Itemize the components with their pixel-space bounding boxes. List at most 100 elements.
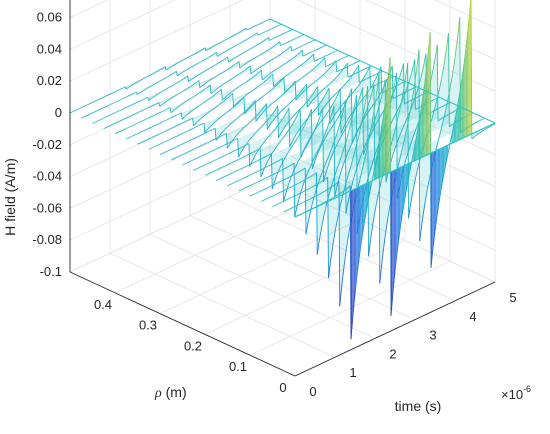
surface-edge xyxy=(158,102,161,107)
surface-edge xyxy=(330,66,332,68)
surface-edge xyxy=(358,97,360,101)
surface-edge xyxy=(331,126,333,129)
surface-edge xyxy=(443,61,445,67)
surface-edge xyxy=(263,39,265,42)
surface-edge xyxy=(363,113,366,116)
surface-edge xyxy=(346,204,349,210)
grid-line xyxy=(249,260,451,356)
surface-edge xyxy=(311,162,313,165)
surface-edge xyxy=(262,141,265,144)
surface-edge xyxy=(404,162,406,166)
surface-edge xyxy=(330,114,332,118)
surface-edge xyxy=(344,143,346,147)
surface-edge xyxy=(448,33,450,127)
surface-edge xyxy=(176,107,178,109)
surface-edge xyxy=(363,118,365,120)
surface-edge xyxy=(311,166,314,170)
surface-edge xyxy=(233,137,235,140)
surface-edge xyxy=(329,186,332,189)
surface-edge xyxy=(342,103,344,105)
surface-edge xyxy=(226,133,228,149)
surface-edge xyxy=(230,122,233,124)
surface-edge xyxy=(325,177,327,180)
surface-edge xyxy=(260,83,262,85)
surface-edge xyxy=(262,168,265,171)
surface-edge xyxy=(439,83,441,88)
surface-edge xyxy=(258,71,261,73)
surface-edge xyxy=(346,81,348,83)
surface-edge xyxy=(400,98,403,103)
surface-edge xyxy=(215,106,217,108)
surface-edge xyxy=(325,113,327,116)
surface-edge xyxy=(202,116,204,118)
surface-edge xyxy=(362,78,364,81)
surface-edge xyxy=(315,124,318,127)
surface-edge xyxy=(126,87,128,89)
surface-edge xyxy=(272,58,274,60)
surface-edge xyxy=(339,113,341,116)
surface-edge xyxy=(251,77,253,79)
surface-edge xyxy=(295,81,298,83)
surface-edge xyxy=(402,89,405,94)
surface-edge xyxy=(395,124,397,128)
surface-edge xyxy=(349,165,352,169)
surface-edge xyxy=(309,85,311,87)
surface-edge xyxy=(375,150,377,154)
surface-edge xyxy=(175,107,177,110)
surface-edge xyxy=(368,249,370,257)
surface-edge xyxy=(244,125,246,128)
surface-edge xyxy=(301,77,303,79)
surface-edge xyxy=(322,179,324,181)
surface-edge xyxy=(259,146,262,148)
surface-edge xyxy=(289,46,291,48)
surface-edge xyxy=(327,165,329,169)
surface-edge xyxy=(359,95,361,98)
surface-edge xyxy=(413,98,416,101)
surface-edge xyxy=(323,138,326,141)
surface-edge xyxy=(374,77,377,80)
surface-edge xyxy=(299,51,301,53)
surface-edge xyxy=(299,131,302,134)
surface-edge xyxy=(298,95,300,98)
surface-edge xyxy=(327,109,330,112)
surface-edge xyxy=(294,55,297,57)
grid-line xyxy=(204,240,406,335)
surface-edge xyxy=(359,127,361,132)
surface-edge xyxy=(392,151,395,155)
surface-edge xyxy=(354,108,356,111)
surface-edge xyxy=(264,77,266,79)
surface-edge xyxy=(284,125,287,128)
surface-edge xyxy=(213,94,216,96)
surface-edge xyxy=(263,122,266,125)
surface-edge xyxy=(289,145,291,148)
surface-edge xyxy=(278,97,280,99)
surface-edge xyxy=(338,161,341,164)
surface-edge xyxy=(326,89,329,92)
surface-edge xyxy=(260,66,262,68)
surface-edge xyxy=(257,68,259,70)
surface-edge xyxy=(286,109,289,112)
surface-edge xyxy=(399,104,401,107)
surface-edge xyxy=(296,111,299,113)
surface-edge xyxy=(256,118,258,121)
surface-edge xyxy=(341,133,344,136)
surface-edge xyxy=(181,103,183,105)
surface-edge xyxy=(302,104,305,107)
surface-edge xyxy=(245,109,247,112)
surface-edge xyxy=(419,234,421,242)
surface-edge xyxy=(356,130,359,133)
surface-edge xyxy=(275,83,278,85)
surface-edge xyxy=(334,99,336,102)
surface-edge xyxy=(234,63,237,65)
surface-edge xyxy=(368,88,371,91)
surface-edge xyxy=(212,123,214,125)
surface-edge xyxy=(276,43,278,45)
surface-edge xyxy=(240,66,242,68)
surface-edge xyxy=(285,132,287,135)
surface-edge xyxy=(327,84,330,86)
surface-edge xyxy=(278,134,281,137)
surface-edge xyxy=(379,93,381,96)
surface-edge xyxy=(213,53,216,55)
surface-edge xyxy=(254,33,256,35)
surface-edge xyxy=(310,136,312,139)
